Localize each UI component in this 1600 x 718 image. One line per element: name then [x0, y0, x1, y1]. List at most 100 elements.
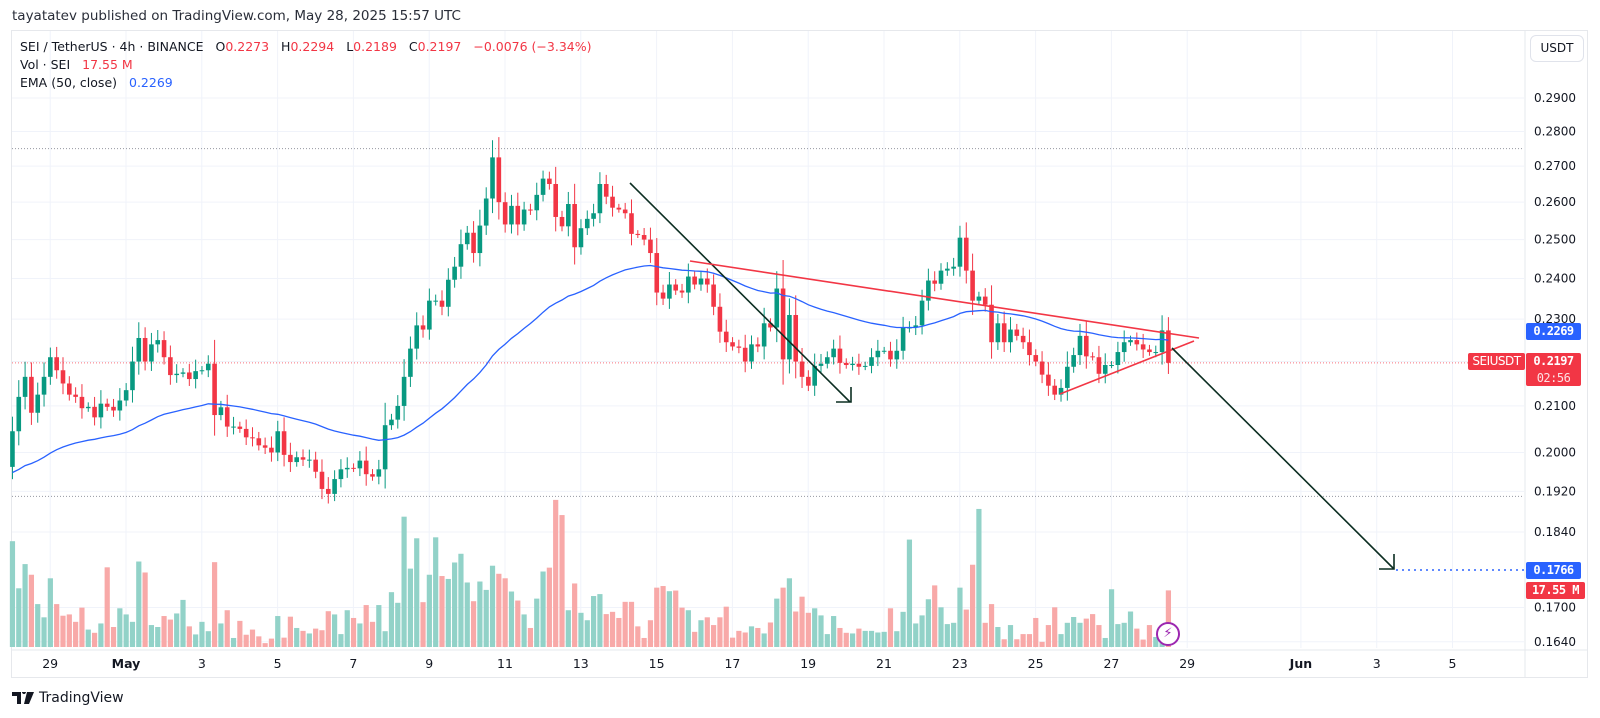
candle-body — [1083, 335, 1089, 357]
symbol-info[interactable]: SEI / TetherUS · 4h · BINANCE — [20, 39, 204, 54]
legend-ema[interactable]: EMA (50, close) 0.2269 — [20, 75, 173, 90]
price-tick-label: 0.2500 — [1534, 233, 1576, 247]
candle-body — [54, 357, 59, 371]
candle-body — [67, 383, 72, 395]
volume-bar — [262, 643, 268, 647]
volume-bar — [1096, 625, 1102, 647]
volume-bar — [988, 604, 995, 647]
candle-body — [168, 357, 173, 376]
lightning-icon[interactable]: ⚡ — [1156, 622, 1180, 646]
volume-bar — [786, 578, 793, 647]
candle-body — [831, 348, 836, 358]
time-tick-label: 5 — [1449, 656, 1457, 671]
volume-bar — [205, 631, 211, 647]
volume-bar — [174, 613, 180, 647]
time-tick-label: 27 — [1103, 656, 1119, 671]
candle-body — [976, 296, 982, 301]
volume-bar — [110, 627, 117, 647]
time-tick-label: 25 — [1028, 656, 1044, 671]
volume-bar — [736, 630, 742, 647]
volume-bar — [16, 588, 22, 647]
candle-body — [654, 253, 660, 293]
price-tick-label: 0.2800 — [1534, 124, 1576, 138]
last-price: 0.2197 — [1533, 354, 1574, 368]
candle-body — [742, 347, 748, 362]
candle-body — [212, 363, 217, 416]
candle-body — [382, 425, 388, 470]
candle-body — [1121, 342, 1127, 353]
candle-body — [812, 365, 817, 386]
candles — [10, 137, 1171, 504]
candle-body — [938, 270, 944, 284]
time-tick-label: 9 — [425, 656, 433, 671]
time-tick-label: 11 — [497, 656, 513, 671]
volume-bar — [193, 634, 199, 647]
volume-bar — [660, 586, 666, 647]
candle-body — [1033, 355, 1039, 362]
candle-body — [692, 276, 697, 285]
volume-bar — [868, 630, 875, 647]
volume-bar — [464, 582, 470, 647]
volume-bar — [565, 610, 571, 647]
volume-bar — [679, 607, 685, 647]
candle-body — [117, 400, 123, 411]
currency-button[interactable]: USDT — [1530, 35, 1584, 62]
volume-bar — [98, 623, 104, 647]
candle-body — [603, 184, 609, 197]
candle-body — [635, 233, 641, 236]
volume-bar — [445, 578, 451, 647]
volume-bar — [761, 633, 767, 647]
candle-body — [142, 337, 148, 362]
volume-bar — [799, 596, 805, 647]
price-tick-label: 0.1920 — [1534, 484, 1576, 498]
candle-body — [1134, 340, 1140, 345]
volume-bar — [1007, 625, 1014, 647]
volume-bar — [199, 621, 205, 647]
volume-bar — [995, 627, 1001, 647]
candle-body — [698, 278, 704, 285]
candle-body — [325, 488, 331, 494]
candle-body — [452, 266, 457, 280]
candle-body — [104, 403, 110, 407]
volume-bar — [230, 637, 237, 647]
volume-bar — [1052, 607, 1058, 647]
chart-pane[interactable] — [11, 30, 1588, 678]
volume-label: 17.55 M — [1526, 582, 1585, 599]
volume-bar — [1039, 641, 1045, 647]
candle-body — [787, 314, 792, 360]
volume-bar — [849, 633, 856, 647]
volume-bar — [249, 629, 256, 647]
candle-body — [584, 218, 590, 229]
volume-bar — [666, 591, 672, 647]
volume-bar — [22, 564, 28, 647]
volume-bar — [426, 574, 432, 647]
candle-body — [547, 178, 552, 185]
downtrend-arrow-head — [836, 387, 852, 403]
candle-body — [439, 300, 445, 307]
candle-body — [1153, 352, 1159, 354]
volume-bar — [831, 616, 837, 647]
candle-body — [363, 460, 369, 475]
grid — [12, 31, 1524, 648]
volume-bar — [894, 631, 900, 647]
volume-bar — [1001, 639, 1007, 647]
volume-bar — [616, 617, 622, 647]
volume-bar — [887, 608, 894, 647]
tradingview-logo[interactable]: TradingView — [12, 690, 124, 706]
time-tick-label: 17 — [724, 656, 740, 671]
time-tick-label: 13 — [573, 656, 589, 671]
volume-bar — [805, 612, 811, 647]
price-tick-label: 0.2000 — [1534, 445, 1576, 459]
candle-body — [155, 340, 161, 345]
candle-body — [420, 325, 426, 330]
volume-bar — [572, 583, 578, 647]
volume-bar — [647, 620, 654, 647]
time-tick-label: Jun — [1289, 656, 1312, 671]
price-tick-label: 0.2700 — [1534, 159, 1576, 173]
volume-bar — [60, 615, 66, 647]
legend-volume[interactable]: Vol · SEI 17.55 M — [20, 57, 133, 72]
volume-value: 17.55 M — [82, 57, 133, 72]
volume-bar — [729, 637, 736, 647]
volume-bar — [350, 617, 357, 647]
